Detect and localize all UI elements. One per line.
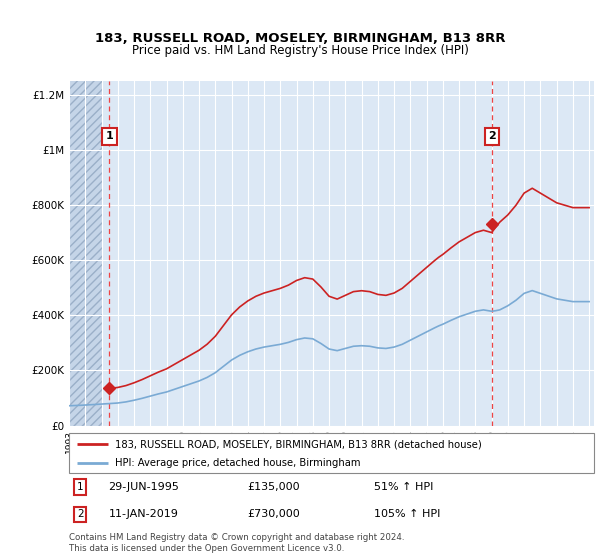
Bar: [69, 81, 101, 426]
Text: 183, RUSSELL ROAD, MOSELEY, BIRMINGHAM, B13 8RR: 183, RUSSELL ROAD, MOSELEY, BIRMINGHAM, …: [95, 31, 505, 45]
Text: 11-JAN-2019: 11-JAN-2019: [109, 510, 178, 520]
Text: HPI: Average price, detached house, Birmingham: HPI: Average price, detached house, Birm…: [115, 458, 361, 468]
Text: 183, RUSSELL ROAD, MOSELEY, BIRMINGHAM, B13 8RR (detached house): 183, RUSSELL ROAD, MOSELEY, BIRMINGHAM, …: [115, 439, 482, 449]
Text: Price paid vs. HM Land Registry's House Price Index (HPI): Price paid vs. HM Land Registry's House …: [131, 44, 469, 57]
FancyBboxPatch shape: [69, 433, 594, 473]
Text: 1: 1: [106, 131, 113, 141]
Text: £730,000: £730,000: [248, 510, 300, 520]
Text: 1: 1: [77, 482, 83, 492]
Text: 51% ↑ HPI: 51% ↑ HPI: [373, 482, 433, 492]
Text: 2: 2: [488, 131, 496, 141]
Text: Contains HM Land Registry data © Crown copyright and database right 2024.
This d: Contains HM Land Registry data © Crown c…: [69, 533, 404, 553]
Text: 29-JUN-1995: 29-JUN-1995: [109, 482, 179, 492]
Text: £135,000: £135,000: [248, 482, 300, 492]
Text: 105% ↑ HPI: 105% ↑ HPI: [373, 510, 440, 520]
Text: 2: 2: [77, 510, 83, 520]
